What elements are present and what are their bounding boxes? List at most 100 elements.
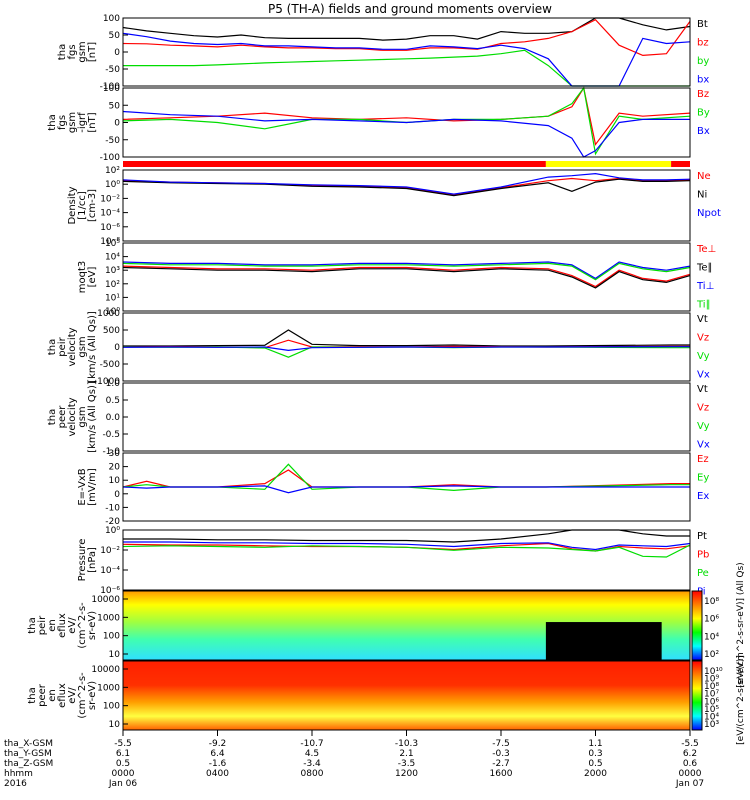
y-tick-label: 1000 [97,309,120,319]
panel-frame [122,17,691,87]
y-axis-label: tha peir velocity gsm [km/s (All Qs)] [47,311,98,383]
legend-by: by [697,56,709,67]
x-row-value: -0.3 [492,749,510,759]
y-axis-label-line: [nT] [87,42,98,62]
series-Te∥-line [122,266,691,289]
y-axis-label-line: eflux [57,613,68,638]
x-row-value: -5.5 [681,739,699,749]
y-axis-label: tha fgs gsm -igrf [nT] [47,112,98,133]
y-tick-label: 20 [109,463,121,473]
panel-temperature: 10⁵ 10⁴ 10³ 10² 10¹ 10⁰ Te⊥ Te∥ Ti⊥ Ti∥ moqt3 [eV] [77,239,716,317]
y-tick-label: 10⁻⁴ [100,566,120,576]
y-tick-label: 1.0 [106,379,121,389]
series-Ti⊥-line [122,261,691,280]
x-row-label: tha_X-GSM [4,739,53,749]
x-row-value: 6.2 [683,749,697,759]
x-row-value: 1.1 [588,739,602,749]
x-row-value: 6.1 [116,749,130,759]
y-tick-label: 100 [103,84,120,94]
legend-Pe: Pe [697,568,709,579]
y-axis-label-line: tha [47,339,58,355]
y-tick-label: 10⁻² [100,546,120,556]
y-axis-label: tha peir en eflux eV/(cm^2-s-sr-eV) [27,602,98,649]
colorbar: 10⁸ 10⁶ 10⁴ 10² [691,590,719,661]
y-axis-label: Pressure [nPa] [77,539,98,582]
y-axis-label-line: tha [27,687,38,703]
x-axis-labels: tha_X-GSM -5.5 -9.2 -10.7 -10.3 -7.5 1.1 -5.5 th… [4,730,704,789]
y-tick-label: -100 [100,82,121,92]
y-tick-label: -50 [105,136,120,146]
x-row-value: -1.6 [209,759,227,769]
colorbar-tick-label: 10⁴ [704,712,719,722]
legend-By: By [697,108,710,119]
y-axis-label-line: eV/ [67,687,78,704]
y-tick-label: -0.5 [102,430,120,440]
series-Ni-line [122,178,691,197]
quality-bar-red-end [671,161,690,167]
heatmap-nodata [545,622,662,660]
x-row-value: 1200 [395,769,418,779]
y-tick-label: -20 [105,517,120,527]
y-axis-label-line: Pressure [77,539,88,582]
panel-efield: 30 20 10 0 -10 -20 Ez Ey Ex E=-VxB [mV/m] [77,449,709,527]
series-Npot-line [122,172,691,195]
panel-peer-velocity: 1.0 0.5 0.0 -0.5 -1.0 Vt Vz Vy Vx tha peer velocity… [47,379,710,457]
y-axis-label-line: (cm^2-s- [77,602,88,649]
colorbar-tick-label: 10⁵ [704,705,719,715]
y-axis-label: Density [1/cc] [cm-3] [67,186,98,224]
y-axis-label-line: sr-eV) [87,681,98,710]
panel-fgs-igrf: 100 50 0 -50 -100 Bz By Bx tha fgs gsm -igrf [nT] [47,84,710,163]
y-tick-label: 1000 [97,613,120,623]
x-row-value: 2.1 [399,749,413,759]
series-Pt-line [123,529,690,543]
legend-Ti⊥: Ti⊥ [696,281,714,292]
colorbar-tick-label: 10⁹ [704,675,719,685]
y-tick-label: 10⁻⁶ [100,223,120,233]
series-Bx-line [122,110,690,158]
y-tick-label: -50 [105,65,120,75]
y-tick-label: 100 [103,632,120,642]
y-tick-label: 10⁻² [100,194,120,204]
legend-Pb: Pb [697,550,709,561]
legend-Ey: Ey [697,473,709,484]
x-row-value: -9.2 [209,739,227,749]
quality-bar-red [123,161,546,167]
y-axis-label: E=-VxB [mV/m] [77,468,98,506]
colorbar-label-2: [eV/(cm^2-s-sr-eV)] [736,655,746,745]
x-row-value: 6.4 [210,749,225,759]
legend-Bz: Bz [697,89,709,100]
x-row-value: 0.5 [588,759,602,769]
y-axis-label-line: fgs [57,115,68,130]
panel-peir-velocity: 1000 500 0 -500 -1000 Vt Vz Vy Vx tha peir velocity… [47,309,710,387]
y-axis-label-line: [km/s (All Qs)] [87,381,98,453]
y-axis-label: tha fgs gsm [nT] [57,41,98,62]
series-Vx-line [122,346,690,352]
y-axis-label-line: velocity [67,327,78,366]
x-row-value: -10.7 [300,739,323,749]
series-Pi-line [123,541,691,551]
y-axis-label-line: tha [57,44,68,60]
y-tick-label: 50 [109,31,121,41]
y-axis-label-line: [mV/m] [87,468,98,506]
x-row-value: 0000 [679,769,702,779]
y-axis-label-line: [nPa] [87,547,98,573]
y-tick-label: 0.0 [106,413,121,423]
x-row-value: -10.3 [395,739,418,749]
y-axis-label-line: gsm [77,406,88,427]
y-tick-label: 500 [103,326,120,336]
x-row-value: 1600 [490,769,513,779]
y-tick-label: -1000 [94,377,120,387]
y-axis-label-line: [nT] [87,112,98,132]
series-bz-line [122,18,691,57]
series-Ez-line [122,469,690,488]
series-Pe-line [122,544,691,558]
quality-bar [123,161,690,167]
series-Ex-line [122,485,690,494]
panel-frame [122,452,691,522]
x-row-value: -2.7 [492,759,510,769]
y-axis-label-line: velocity [67,397,78,436]
y-tick-label: 10 [109,720,121,730]
y-axis-label-line: gsm [67,112,78,133]
colorbar-tick-label: 10⁴ [704,632,719,642]
series-bx-line [122,32,691,87]
